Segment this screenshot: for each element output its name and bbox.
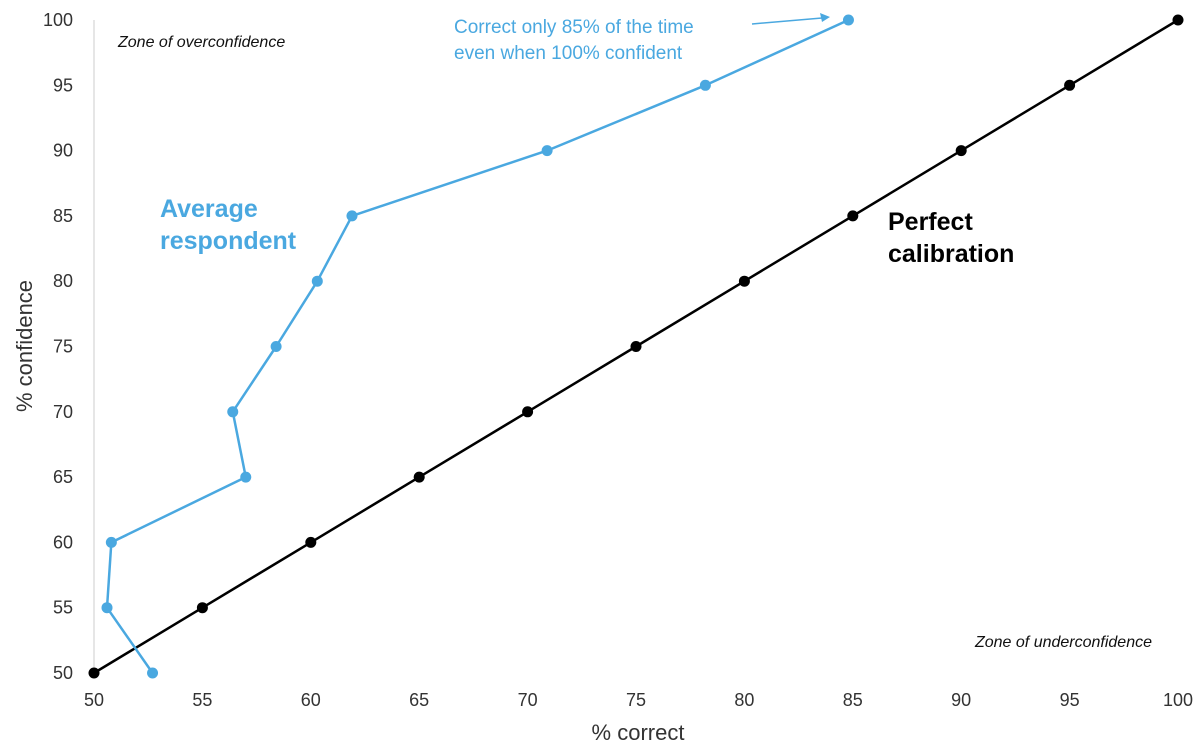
x-tick-label: 90 [951, 690, 971, 710]
y-axis-title: % confidence [12, 280, 37, 412]
y-tick-label: 70 [53, 402, 73, 422]
data-point-average-respondent [105, 536, 117, 548]
data-point-perfect-calibration [1172, 14, 1184, 26]
x-tick-label: 70 [518, 690, 538, 710]
data-point-perfect-calibration [1064, 79, 1076, 91]
y-tick-label: 100 [43, 10, 73, 30]
data-point-average-respondent [346, 210, 358, 222]
series-label-line: Perfect [888, 208, 973, 236]
y-tick-labels: 50 55 60 65 70 75 80 85 90 95 100 [43, 10, 73, 683]
y-tick-label: 65 [53, 467, 73, 487]
data-point-perfect-calibration [413, 471, 425, 483]
data-point-average-respondent [311, 275, 323, 287]
data-point-average-respondent [842, 14, 854, 26]
data-point-perfect-calibration [738, 275, 750, 287]
series-label-perfect-calibration: Perfect calibration [888, 208, 1014, 268]
data-point-perfect-calibration [88, 667, 100, 679]
x-tick-label: 95 [1060, 690, 1080, 710]
data-point-average-respondent [541, 145, 553, 157]
series-line-average-respondent [105, 18, 849, 674]
data-point-average-respondent [699, 79, 711, 91]
x-tick-labels: 50 55 60 65 70 75 80 85 90 95 100 [84, 690, 1193, 710]
data-point-average-respondent [147, 667, 159, 679]
y-tick-label: 75 [53, 337, 73, 357]
y-tick-label: 95 [53, 75, 73, 95]
x-tick-label: 65 [409, 690, 429, 710]
y-tick-label: 80 [53, 271, 73, 291]
annotation-line: even when 100% confident [454, 43, 683, 64]
data-point-perfect-calibration [196, 602, 208, 614]
y-tick-label: 85 [53, 206, 73, 226]
series-label-average-respondent: Average respondent [160, 195, 297, 255]
data-point-average-respondent [270, 341, 282, 352]
data-point-perfect-calibration [847, 210, 859, 222]
y-tick-label: 50 [53, 663, 73, 683]
series-label-line: calibration [888, 240, 1014, 268]
x-tick-label: 60 [301, 690, 321, 710]
series-label-line: Average [160, 195, 258, 223]
y-tick-label: 60 [53, 532, 73, 552]
zone-overconfidence-label: Zone of overconfidence [117, 34, 285, 51]
x-tick-label: 55 [192, 690, 212, 710]
annotation-arrow [751, 13, 830, 25]
x-tick-label: 80 [734, 690, 754, 710]
x-axis-title: % correct [592, 720, 685, 745]
y-tick-label: 55 [53, 598, 73, 618]
zone-underconfidence-label: Zone of underconfidence [974, 634, 1152, 651]
x-tick-label: 85 [843, 690, 863, 710]
data-point-perfect-calibration [955, 145, 967, 157]
data-point-perfect-calibration [630, 341, 642, 352]
data-point-perfect-calibration [522, 406, 534, 418]
y-tick-label: 90 [53, 141, 73, 161]
data-point-average-respondent [240, 471, 252, 483]
data-point-perfect-calibration [305, 536, 317, 548]
x-tick-label: 100 [1163, 690, 1193, 710]
data-point-average-respondent [227, 406, 239, 418]
series-layer [88, 14, 1184, 679]
annotation-text: Correct only 85% of the time even when 1… [454, 17, 699, 64]
series-label-line: respondent [160, 227, 297, 255]
annotation-line: Correct only 85% of the time [454, 17, 694, 38]
x-tick-label: 50 [84, 690, 104, 710]
x-tick-label: 75 [626, 690, 646, 710]
data-point-average-respondent [101, 602, 113, 614]
